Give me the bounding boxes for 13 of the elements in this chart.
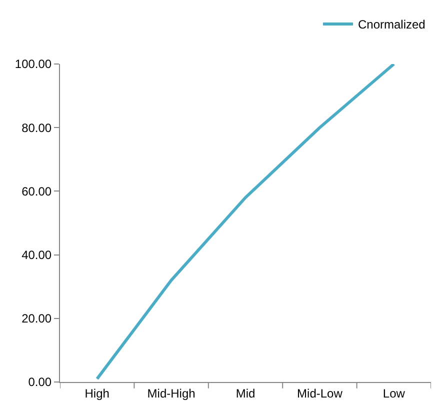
y-tick-label: 0.00 [28, 375, 52, 390]
y-tick-label: 60.00 [22, 184, 52, 198]
legend-label: Cnormalized [358, 18, 426, 32]
x-tick-label: Mid-Low [297, 386, 343, 400]
line-series [96, 64, 396, 380]
y-tick-label: 40.00 [22, 248, 52, 262]
x-tick-label: Mid [236, 386, 256, 400]
x-tick-label: High [84, 386, 110, 400]
x-tick-label: Mid-High [147, 386, 196, 400]
y-tick-label: 80.00 [22, 120, 52, 135]
y-tick-label: 20.00 [22, 312, 52, 326]
x-tick-label: Low [382, 386, 406, 400]
y-tick-label: 100.00 [14, 57, 52, 72]
